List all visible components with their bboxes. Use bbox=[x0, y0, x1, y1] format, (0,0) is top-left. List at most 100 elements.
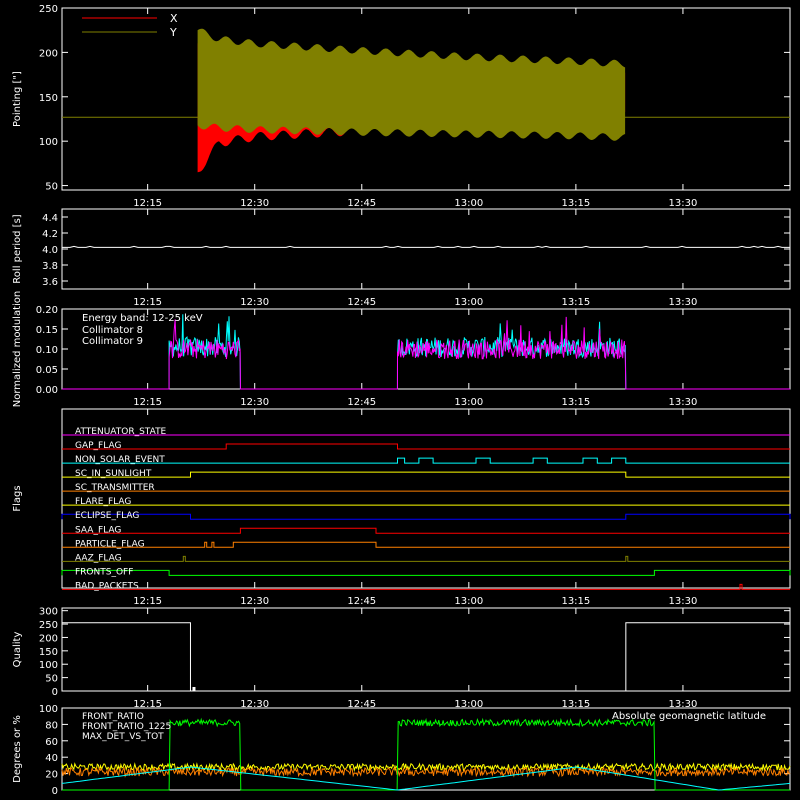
series-collimator-9 bbox=[62, 316, 790, 390]
x-tick-label: 13:15 bbox=[561, 596, 590, 607]
x-tick-label: 13:15 bbox=[561, 699, 590, 710]
x-tick-label: 12:15 bbox=[133, 198, 162, 209]
y-tick-label: 100 bbox=[39, 704, 58, 715]
y-tick-label: 150 bbox=[39, 647, 58, 658]
y-tick-label: 4.4 bbox=[42, 213, 58, 224]
y-tick-label: 0.10 bbox=[36, 345, 58, 356]
panels-group: Pointing ["] 12:15 12:30 12:45 13:00 13:15 13:… bbox=[12, 4, 791, 797]
y-tick-label: 0 bbox=[52, 687, 58, 698]
flag-label: ECLIPSE_FLAG bbox=[75, 511, 139, 521]
flag-label: NON_SOLAR_EVENT bbox=[75, 455, 165, 465]
y-axis-label: Degrees or % bbox=[12, 715, 23, 783]
x-tick-label: 12:15 bbox=[133, 596, 162, 607]
flag-line-gap-flag bbox=[62, 443, 790, 450]
legend-label-collimator: Collimator 9 bbox=[82, 336, 143, 347]
y-axis-label: Flags bbox=[12, 485, 23, 511]
flag-line-aaz-flag bbox=[62, 555, 790, 562]
flag-line-eclipse-flag bbox=[61, 513, 791, 520]
quality-spike bbox=[192, 686, 196, 691]
y-tick-label: 50 bbox=[45, 674, 58, 685]
x-tick-label: 12:15 bbox=[133, 297, 162, 308]
x-tick-label: 13:00 bbox=[454, 198, 483, 209]
x-tick-label: 12:45 bbox=[347, 596, 376, 607]
x-tick-label: 12:45 bbox=[347, 297, 376, 308]
y-tick-label: 250 bbox=[39, 620, 58, 631]
y-tick-label: 300 bbox=[39, 607, 58, 618]
y-tick-label: 0.00 bbox=[36, 385, 58, 396]
y-tick-label: 80 bbox=[45, 720, 58, 731]
x-tick-label: 13:15 bbox=[561, 297, 590, 308]
x-tick-label: 12:15 bbox=[133, 397, 162, 408]
quality-line bbox=[62, 622, 790, 692]
x-tick-label: 13:00 bbox=[454, 397, 483, 408]
y-tick-label: 50 bbox=[45, 182, 58, 193]
x-tick-label: 12:45 bbox=[347, 699, 376, 710]
roll-period-line bbox=[62, 245, 790, 248]
flag-label: SAA_FLAG bbox=[75, 525, 121, 535]
flag-label: ATTENUATOR_STATE bbox=[75, 427, 167, 437]
x-tick-label: 13:30 bbox=[669, 596, 698, 607]
y-tick-label: 100 bbox=[39, 660, 58, 671]
pointing-plot bbox=[62, 28, 790, 173]
y-tick-label: 0.20 bbox=[36, 305, 58, 316]
y-tick-label: 0.15 bbox=[36, 325, 58, 336]
panel-6: Degrees or % 0 20 40 60 80 100 FRONT_RATIOFRONT… bbox=[12, 704, 791, 797]
y-axis-label: Roll period [s] bbox=[12, 214, 23, 283]
x-tick-label: 12:30 bbox=[240, 699, 269, 710]
x-tick-label: 13:00 bbox=[454, 297, 483, 308]
flag-label: FLARE_FLAG bbox=[75, 497, 131, 507]
flag-line-fronts-off bbox=[61, 569, 791, 576]
x-tick-label: 13:30 bbox=[669, 397, 698, 408]
y-axis-label: Pointing ["] bbox=[12, 71, 23, 127]
flag-label: GAP_FLAG bbox=[75, 441, 121, 451]
flag-line-bad-packets bbox=[62, 583, 790, 590]
flag-label: FRONTS_OFF bbox=[75, 567, 133, 577]
x-tick-label: 12:30 bbox=[240, 596, 269, 607]
series-y-envelope bbox=[197, 28, 626, 141]
legend-label: FRONT_RATIO bbox=[82, 712, 144, 722]
x-tick-label: 13:30 bbox=[669, 699, 698, 710]
flag-label: SC_TRANSMITTER bbox=[75, 483, 155, 493]
series-front-ratio-1225 bbox=[62, 717, 790, 791]
y-axis-label: Quality bbox=[12, 632, 23, 668]
flag-label: PARTICLE_FLAG bbox=[75, 539, 145, 549]
panel-1: Pointing ["] 12:15 12:30 12:45 13:00 13:15 13:… bbox=[12, 4, 791, 209]
x-tick-label: 12:30 bbox=[240, 198, 269, 209]
x-tick-label: 12:30 bbox=[240, 397, 269, 408]
x-tick-label: 13:00 bbox=[454, 596, 483, 607]
flag-label: SC_IN_SUNLIGHT bbox=[75, 469, 152, 479]
flag-line-particle-flag bbox=[62, 541, 790, 548]
x-tick-label: 13:15 bbox=[561, 198, 590, 209]
legend-label: FRONT_RATIO_1225 bbox=[82, 722, 171, 732]
x-tick-label: 12:15 bbox=[133, 699, 162, 710]
flag-label: BAD_PACKETS bbox=[75, 581, 139, 591]
panel-frame bbox=[61, 707, 791, 791]
y-tick-label: 3.6 bbox=[42, 277, 58, 288]
x-tick-label: 13:15 bbox=[561, 397, 590, 408]
panel-4: Flags 12:15 12:30 12:45 13:00 13:15 13:30 ATTEN… bbox=[12, 408, 791, 607]
y-tick-label: 40 bbox=[45, 753, 58, 764]
y-tick-label: 4.2 bbox=[42, 229, 58, 240]
y-tick-label: 0 bbox=[52, 786, 58, 797]
y-tick-label: 200 bbox=[39, 48, 58, 59]
flag-line-sc-in-sunlight bbox=[62, 471, 790, 478]
x-tick-label: 13:30 bbox=[669, 198, 698, 209]
geomagnetic-latitude-annotation: Absolute geomagnetic latitude bbox=[612, 711, 766, 722]
x-tick-label: 12:30 bbox=[240, 297, 269, 308]
panel-3: Normalized modulation 12:15 12:30 12:45 13:0… bbox=[12, 291, 791, 408]
y-tick-label: 3.8 bbox=[42, 261, 58, 272]
y-tick-label: 250 bbox=[39, 4, 58, 15]
series-collimator-8 bbox=[62, 314, 790, 390]
panel-frame bbox=[61, 408, 791, 589]
x-tick-label: 13:00 bbox=[454, 699, 483, 710]
legend-label: MAX_DET_VS_TOT bbox=[82, 732, 164, 742]
series-max-det-vs-tot bbox=[61, 766, 791, 778]
y-tick-label: 150 bbox=[39, 93, 58, 104]
flag-label: AAZ_FLAG bbox=[75, 553, 122, 563]
legend-label-y: Y bbox=[169, 26, 177, 39]
x-tick-label: 12:45 bbox=[347, 198, 376, 209]
x-tick-label: 12:45 bbox=[347, 397, 376, 408]
x-tick-label: 13:30 bbox=[669, 297, 698, 308]
y-tick-label: 4.0 bbox=[42, 245, 58, 256]
